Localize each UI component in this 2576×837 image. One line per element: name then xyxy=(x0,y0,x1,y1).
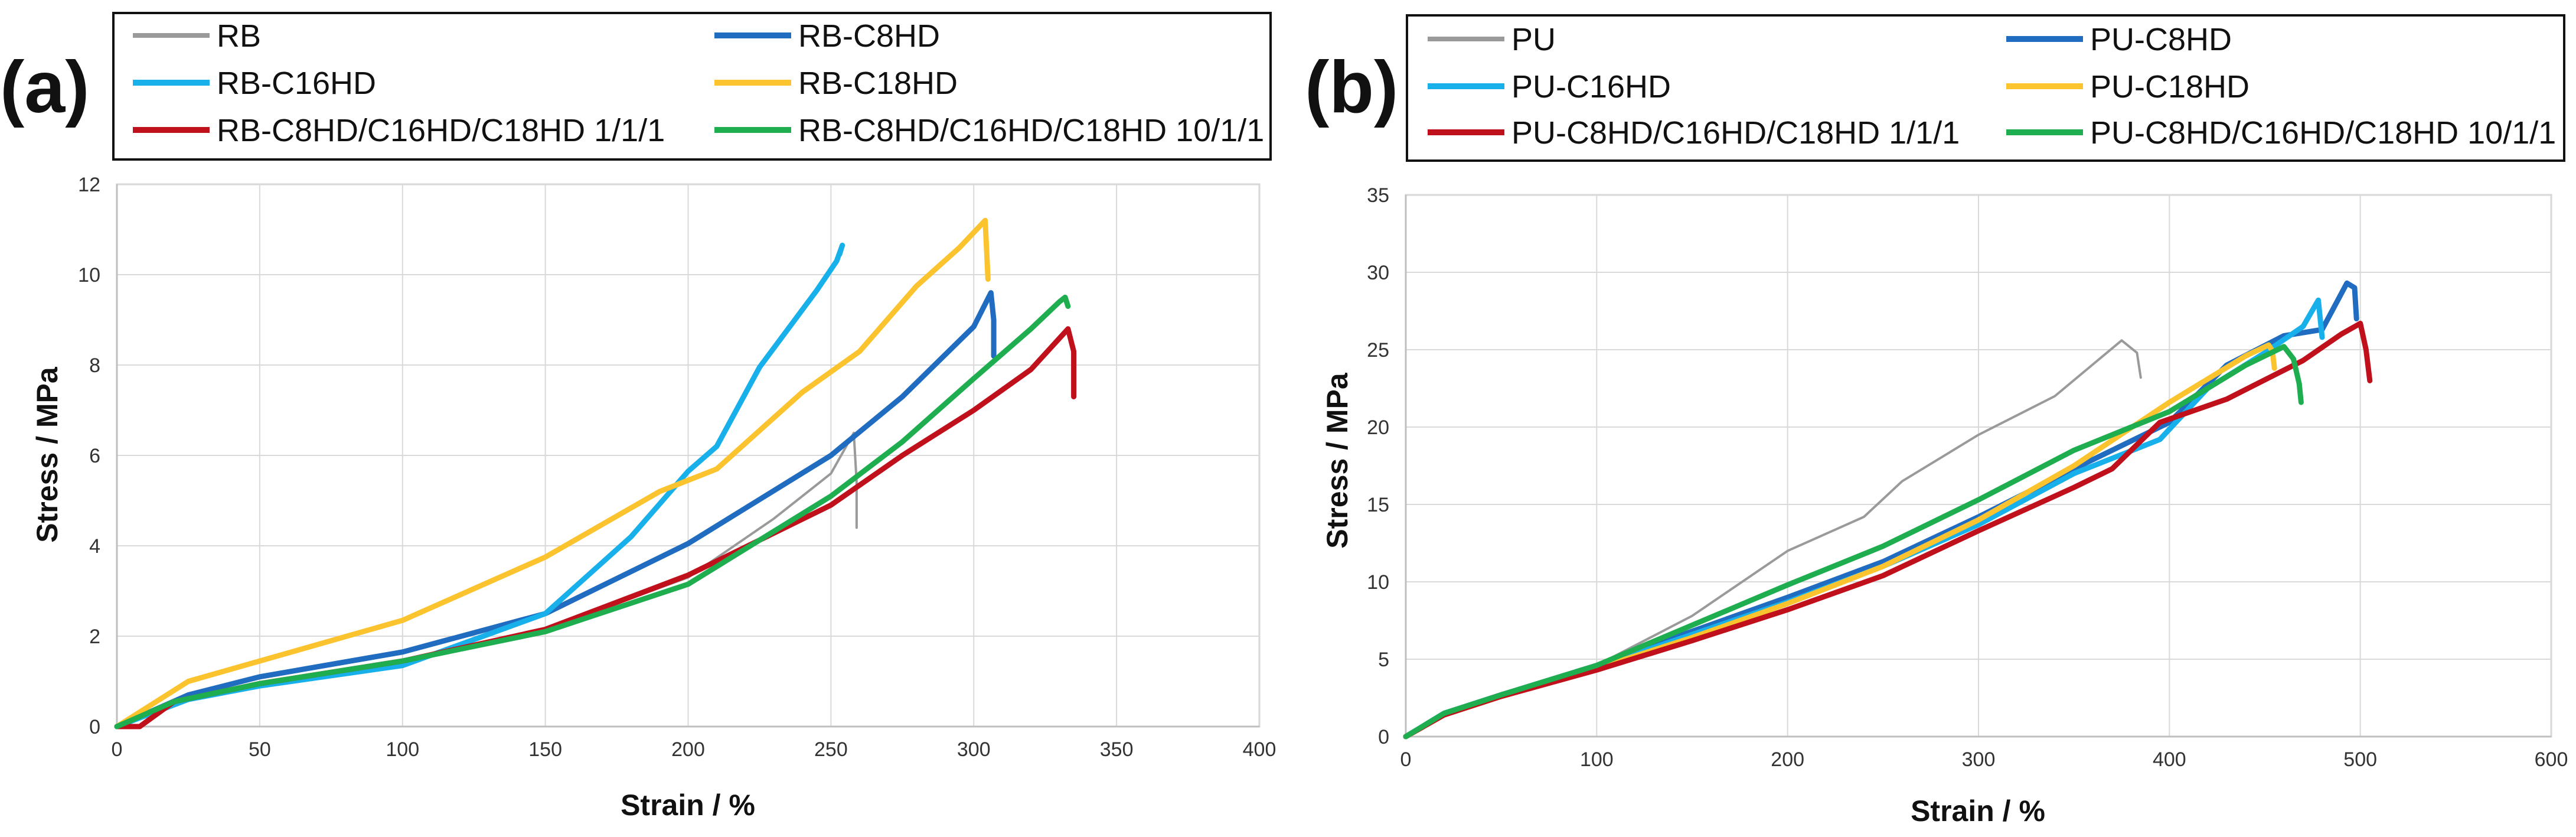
y-tick-label: 12 xyxy=(78,174,100,196)
x-tick-label: 400 xyxy=(2153,748,2186,771)
y-tick-label: 25 xyxy=(1367,339,1389,361)
panel-a-ylabel: Stress / MPa xyxy=(31,366,64,543)
legend-label: RB-C18HD xyxy=(798,66,958,101)
y-tick-label: 6 xyxy=(89,445,100,467)
series-line-a-3 xyxy=(114,217,991,729)
legend-label: PU-C18HD xyxy=(2090,69,2249,105)
series-line-b-4 xyxy=(1403,321,2373,740)
series-line-b-5 xyxy=(1403,344,2304,740)
x-tick-label: 150 xyxy=(528,738,562,761)
panel-b-ylabel: Stress / MPa xyxy=(1321,372,1354,549)
y-tick-label: 15 xyxy=(1367,494,1389,516)
panel-a-grid xyxy=(116,184,1260,728)
x-tick-label: 500 xyxy=(2343,748,2377,771)
y-tick-label: 10 xyxy=(78,264,100,286)
x-tick-label: 0 xyxy=(1400,748,1412,771)
panel-b: (b) PU PU-C8HD PU-C16HD PU-C18HD PU-C8HD/C16… xyxy=(1305,14,2568,828)
x-tick-label: 100 xyxy=(1580,748,1614,771)
panel-b-legend-box xyxy=(1406,14,2565,162)
panel-a-ticks: 0 50 100 150 200 250 300 350 400 0 2 4 6 8 10 12 xyxy=(78,174,1276,761)
panel-a: (a) RB RB-C8HD RB-C16HD RB-C18HD RB-C8HD/C16… xyxy=(0,12,1276,822)
panel-b-series xyxy=(1403,280,2373,740)
x-tick-label: 400 xyxy=(1243,738,1276,761)
panel-b-grid xyxy=(1405,194,2552,738)
x-tick-label: 350 xyxy=(1100,738,1134,761)
panel-b-ticks: 0 100 200 300 400 500 600 0 5 10 15 20 25 30 35 xyxy=(1367,184,2568,771)
x-tick-label: 0 xyxy=(112,738,123,761)
panel-a-xlabel: Strain / % xyxy=(621,789,755,822)
legend-label: RB-C8HD/C16HD/C18HD 1/1/1 xyxy=(217,113,665,148)
y-tick-label: 8 xyxy=(89,354,100,377)
y-tick-label: 2 xyxy=(89,626,100,648)
x-tick-label: 300 xyxy=(1962,748,1996,771)
x-tick-label: 50 xyxy=(249,738,271,761)
x-tick-label: 600 xyxy=(2535,748,2568,771)
series-line-a-1 xyxy=(114,290,997,729)
y-tick-label: 0 xyxy=(1378,726,1389,748)
panel-b-label: (b) xyxy=(1305,47,1398,128)
panel-b-legend: PU PU-C8HD PU-C16HD PU-C18HD PU-C8HD/C16HD/C… xyxy=(1428,22,2556,151)
x-tick-label: 300 xyxy=(957,738,991,761)
x-tick-label: 200 xyxy=(1771,748,1804,771)
y-tick-label: 30 xyxy=(1367,262,1389,284)
legend-label: PU xyxy=(1511,22,1556,57)
legend-label: PU-C8HD/C16HD/C18HD 10/1/1 xyxy=(2090,115,2556,151)
panel-a-label: (a) xyxy=(0,47,90,128)
panel-b-xlabel: Strain / % xyxy=(1911,794,2045,828)
panel-a-legend: RB RB-C8HD RB-C16HD RB-C18HD RB-C8HD/C16HD/C… xyxy=(133,18,1264,148)
y-tick-label: 10 xyxy=(1367,571,1389,594)
legend-label: RB xyxy=(217,18,261,54)
x-tick-label: 200 xyxy=(671,738,705,761)
legend-label: RB-C8HD xyxy=(798,18,940,54)
y-tick-label: 20 xyxy=(1367,416,1389,439)
legend-label: PU-C16HD xyxy=(1511,69,1671,105)
x-tick-label: 250 xyxy=(814,738,848,761)
series-line-a-5 xyxy=(114,294,1071,729)
y-tick-label: 35 xyxy=(1367,184,1389,207)
y-tick-label: 0 xyxy=(89,716,100,738)
y-tick-label: 4 xyxy=(89,535,100,558)
panel-a-legend-box xyxy=(112,12,1272,161)
legend-label: RB-C8HD/C16HD/C18HD 10/1/1 xyxy=(798,113,1264,148)
legend-label: PU-C8HD xyxy=(2090,22,2232,57)
legend-label: RB-C16HD xyxy=(217,66,376,101)
y-tick-label: 5 xyxy=(1378,649,1389,671)
panel-a-series xyxy=(114,217,1077,729)
x-tick-label: 100 xyxy=(386,738,419,761)
legend-label: PU-C8HD/C16HD/C18HD 1/1/1 xyxy=(1511,115,1960,151)
